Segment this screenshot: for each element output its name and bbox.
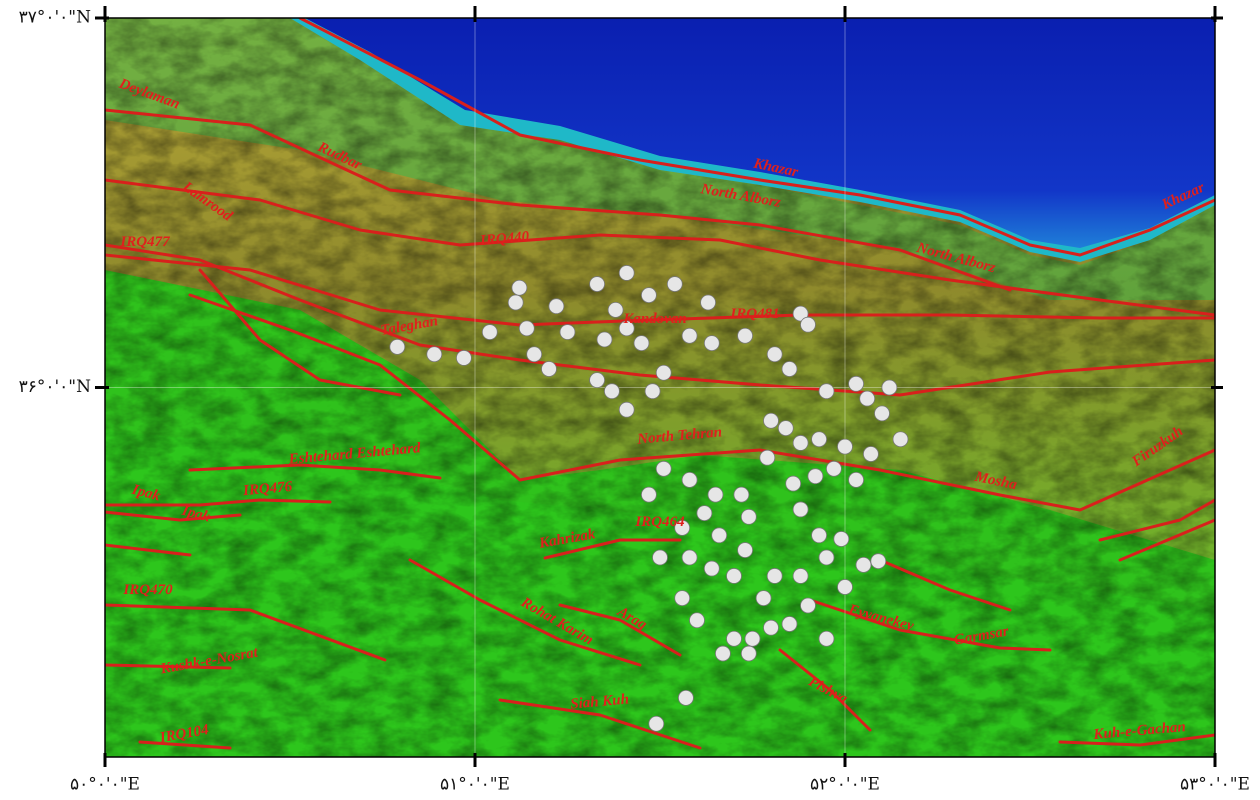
epicenter: [682, 472, 697, 487]
epicenter: [597, 332, 612, 347]
epicenter: [641, 487, 656, 502]
epicenter: [608, 302, 623, 317]
page: KhazarKhazarNorth AlborzNorth AlborzMosh…: [0, 0, 1260, 800]
epicenter: [678, 690, 693, 705]
epicenter: [782, 362, 797, 377]
epicenter: [819, 384, 834, 399]
epicenter: [893, 432, 908, 447]
epicenter: [764, 413, 779, 428]
epicenter: [549, 299, 564, 314]
epicenter: [778, 421, 793, 436]
epicenter: [801, 317, 816, 332]
epicenter: [712, 528, 727, 543]
epicenter: [656, 365, 671, 380]
epicenter: [793, 568, 808, 583]
epicenter: [682, 550, 697, 565]
lon-label: ۵۳°۰'۰"E: [1180, 775, 1250, 795]
epicenter: [860, 391, 875, 406]
epicenter: [738, 543, 753, 558]
epicenter: [808, 469, 823, 484]
epicenter: [871, 554, 886, 569]
epicenter: [793, 435, 808, 450]
epicenter: [793, 502, 808, 517]
epicenter: [508, 295, 523, 310]
epicenter: [856, 557, 871, 572]
epicenter: [801, 598, 816, 613]
epicenter: [838, 439, 853, 454]
fault-label: Kandovan: [622, 311, 686, 327]
lon-label: ۵۰°۰'۰"E: [70, 775, 140, 795]
epicenter: [427, 347, 442, 362]
epicenter: [882, 380, 897, 395]
epicenter: [641, 288, 656, 303]
epicenter: [812, 432, 827, 447]
lat-label: ۳۶°۰'۰"N: [19, 377, 92, 397]
epicenter: [390, 339, 405, 354]
epicenter: [542, 362, 557, 377]
epicenter: [738, 328, 753, 343]
epicenter: [682, 328, 697, 343]
map: KhazarKhazarNorth AlborzNorth AlborzMosh…: [0, 0, 1260, 800]
epicenter: [849, 472, 864, 487]
fault-label: IRQ477: [119, 234, 170, 250]
epicenter: [782, 616, 797, 631]
epicenter: [704, 561, 719, 576]
epicenter: [697, 506, 712, 521]
epicenter: [649, 716, 664, 731]
epicenter: [741, 509, 756, 524]
epicenter: [675, 591, 690, 606]
epicenter: [760, 450, 775, 465]
epicenter: [701, 295, 716, 310]
epicenter: [826, 461, 841, 476]
epicenter: [634, 336, 649, 351]
epicenter: [741, 646, 756, 661]
fault-label: IRQ481: [729, 306, 779, 322]
epicenter: [653, 550, 668, 565]
epicenter: [708, 487, 723, 502]
epicenter: [482, 325, 497, 340]
epicenter: [727, 631, 742, 646]
lon-label: ۵۱°۰'۰"E: [440, 775, 510, 795]
epicenter: [863, 447, 878, 462]
epicenter: [727, 568, 742, 583]
epicenter: [838, 580, 853, 595]
epicenter: [690, 613, 705, 628]
epicenter: [734, 487, 749, 502]
epicenter: [590, 373, 605, 388]
epicenter: [512, 280, 527, 295]
epicenter: [619, 265, 634, 280]
epicenter: [715, 646, 730, 661]
epicenter: [756, 591, 771, 606]
fault-label: IRQ464: [634, 514, 685, 530]
epicenter: [875, 406, 890, 421]
epicenter: [456, 350, 471, 365]
lat-label: ۳۷°۰'۰"N: [19, 8, 92, 28]
epicenter: [667, 277, 682, 292]
epicenter: [704, 336, 719, 351]
epicenter: [519, 321, 534, 336]
fault-label: IRQ470: [122, 582, 173, 598]
epicenter: [819, 631, 834, 646]
epicenter: [645, 384, 660, 399]
epicenter: [604, 384, 619, 399]
lon-label: ۵۲°۰'۰"E: [810, 775, 880, 795]
epicenter: [590, 277, 605, 292]
epicenter: [786, 476, 801, 491]
epicenter: [560, 325, 575, 340]
epicenter: [764, 620, 779, 635]
epicenter: [767, 347, 782, 362]
epicenter: [619, 402, 634, 417]
epicenter: [834, 531, 849, 546]
epicenter: [656, 461, 671, 476]
epicenter: [812, 528, 827, 543]
epicenter: [527, 347, 542, 362]
epicenter: [849, 376, 864, 391]
epicenter: [767, 568, 782, 583]
epicenter: [745, 631, 760, 646]
epicenter: [819, 550, 834, 565]
